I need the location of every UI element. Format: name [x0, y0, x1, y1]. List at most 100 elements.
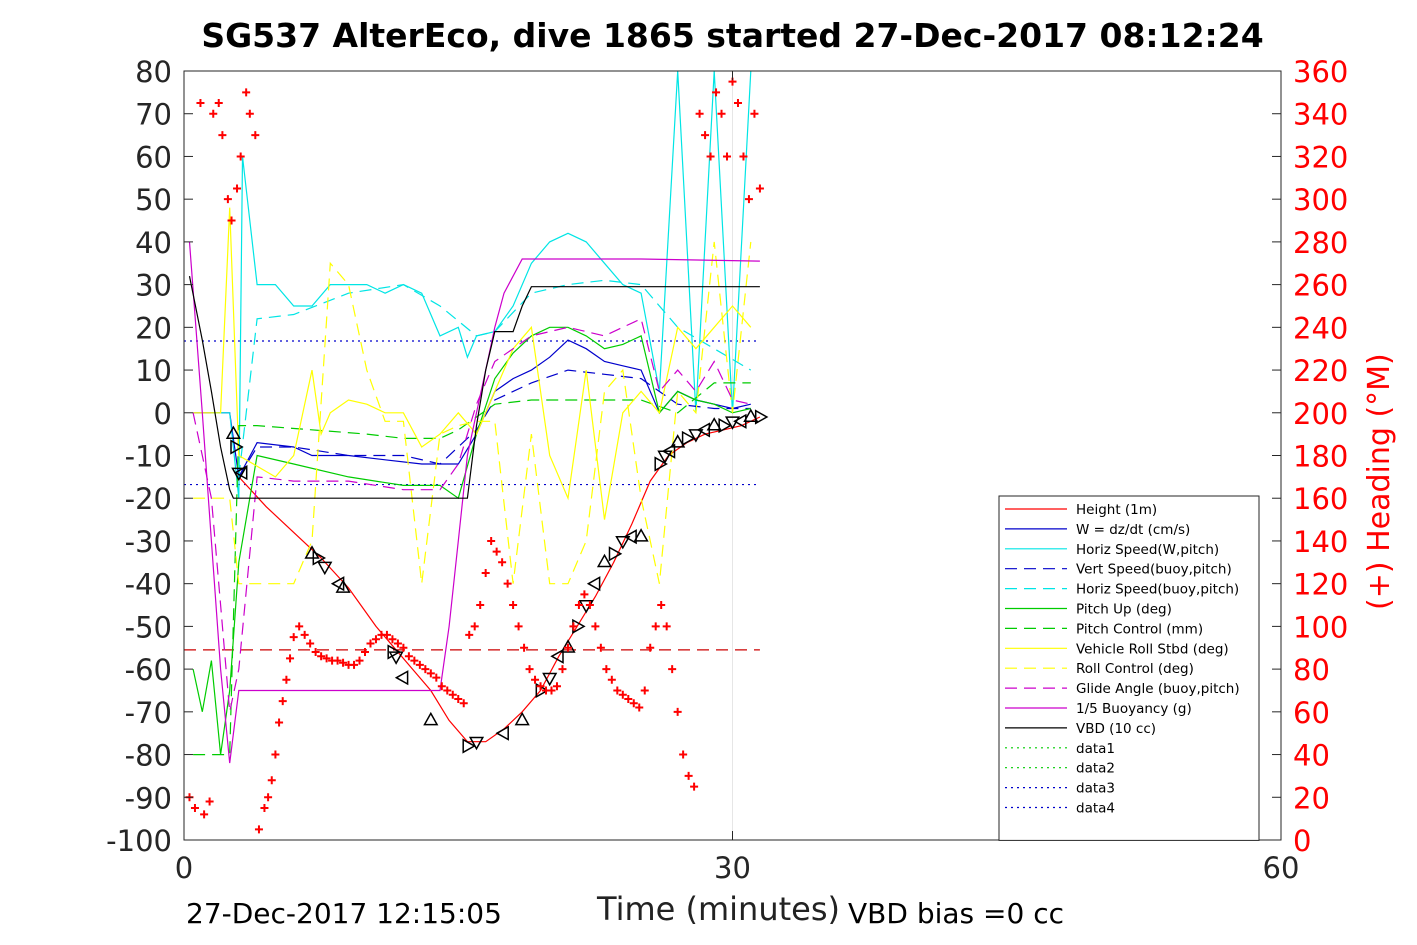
heading-point	[205, 797, 214, 806]
heading-point	[574, 601, 583, 610]
triangle-marker	[586, 576, 601, 592]
triangle-marker	[560, 639, 576, 653]
y-tick-label: 60	[135, 140, 172, 174]
heading-point	[717, 109, 726, 118]
heading-point	[723, 152, 732, 161]
heading-point	[233, 184, 242, 193]
y2-tick-label: 280	[1293, 226, 1348, 260]
series-line-10	[188, 241, 760, 764]
y2-tick-label: 200	[1293, 397, 1348, 431]
legend: Height (1m) W = dz/dt (cm/s) Horiz Speed(W…	[998, 495, 1260, 841]
heading-point	[531, 675, 540, 684]
heading-point	[563, 643, 572, 652]
heading-point	[552, 682, 561, 691]
y2-tick-label: 60	[1293, 696, 1330, 730]
y2-tick-label: 0	[1293, 824, 1311, 858]
heading-point	[286, 654, 295, 663]
heading-point	[459, 699, 468, 708]
y-tick-label: 40	[135, 226, 172, 260]
legend-label: data1	[1076, 741, 1115, 757]
triangle-marker	[550, 648, 564, 664]
heading-point	[706, 152, 715, 161]
triangle-marker	[706, 417, 722, 431]
triangle-marker	[623, 529, 637, 545]
heading-point	[306, 639, 315, 648]
heading-point	[421, 665, 430, 674]
legend-label: Glide Angle (buoy,pitch)	[1076, 681, 1240, 697]
heading-point	[415, 660, 424, 669]
heading-point	[267, 776, 276, 785]
heading-point	[684, 771, 693, 780]
y-tick-label: 50	[135, 183, 172, 217]
heading-point	[251, 131, 260, 140]
y-tick-label: -40	[125, 568, 172, 602]
triangle-marker	[317, 561, 333, 576]
heading-point	[317, 652, 326, 661]
triangle-marker	[468, 736, 485, 751]
triangle-marker	[495, 725, 509, 741]
y-tick-label: 10	[135, 354, 172, 388]
heading-point	[585, 601, 594, 610]
heading-point	[300, 630, 309, 639]
y-tick-label: -100	[106, 824, 172, 858]
series-line-7	[193, 207, 752, 520]
y2-tick-label: 40	[1293, 739, 1330, 773]
y2-tick-label: 100	[1293, 610, 1348, 644]
heading-point	[547, 686, 556, 695]
heading-point	[646, 643, 655, 652]
triangle-marker	[596, 553, 613, 568]
heading-point	[190, 803, 199, 812]
x-tick-label: 60	[1263, 851, 1300, 885]
y-tick-label: -50	[125, 610, 172, 644]
heading-point	[339, 658, 348, 667]
heading-point	[487, 536, 496, 545]
triangle-marker	[743, 408, 759, 422]
triangle-marker	[542, 672, 558, 687]
heading-point	[361, 648, 370, 657]
triangle-marker	[670, 434, 686, 448]
heading-point	[651, 622, 660, 631]
triangle-marker	[330, 576, 345, 592]
chart-title: SG537 AlterEco, dive 1865 started 27-Dec…	[201, 16, 1264, 55]
legend-label: Pitch Control (mm)	[1076, 621, 1203, 637]
heading-point	[282, 675, 291, 684]
y-tick-label: 80	[135, 55, 172, 89]
heading-point	[514, 622, 523, 631]
y-tick-label: 0	[154, 397, 172, 431]
triangle-marker	[230, 439, 244, 455]
heading-point	[355, 656, 364, 665]
triangle-marker	[225, 425, 241, 440]
heading-point	[393, 639, 402, 648]
triangle-marker	[462, 738, 476, 754]
y-tick-label: 20	[135, 311, 172, 345]
legend-label: Height (1m)	[1076, 502, 1157, 518]
heading-point	[448, 690, 457, 699]
heading-point	[209, 109, 218, 118]
heading-point	[679, 750, 688, 759]
heading-point	[275, 718, 284, 727]
heading-point	[503, 579, 512, 588]
heading-point	[690, 782, 699, 791]
triangle-marker	[514, 711, 530, 726]
heading-point	[657, 601, 666, 610]
triangle-marker	[615, 535, 631, 550]
legend-label: Vert Speed(buoy,pitch)	[1076, 562, 1232, 578]
heading-point	[525, 665, 534, 674]
heading-point	[470, 622, 479, 631]
heading-point	[536, 682, 545, 691]
heading-point	[371, 635, 380, 644]
legend-label: Roll Control (deg)	[1076, 661, 1194, 677]
legend-label: W = dz/dt (cm/s)	[1076, 522, 1190, 538]
heading-point	[739, 152, 748, 161]
heading-point	[350, 660, 359, 669]
legend-label: data3	[1076, 781, 1115, 797]
legend-label: Vehicle Roll Stbd (deg)	[1076, 641, 1229, 657]
x-axis-label: Time (minutes)	[597, 890, 840, 928]
y2-tick-label: 360	[1293, 55, 1348, 89]
y2-tick-label: 320	[1293, 140, 1348, 174]
heading-point	[404, 652, 413, 661]
triangle-marker	[233, 465, 248, 481]
heading-point	[382, 630, 391, 639]
triangle-marker	[654, 456, 668, 472]
heading-point	[322, 654, 331, 663]
